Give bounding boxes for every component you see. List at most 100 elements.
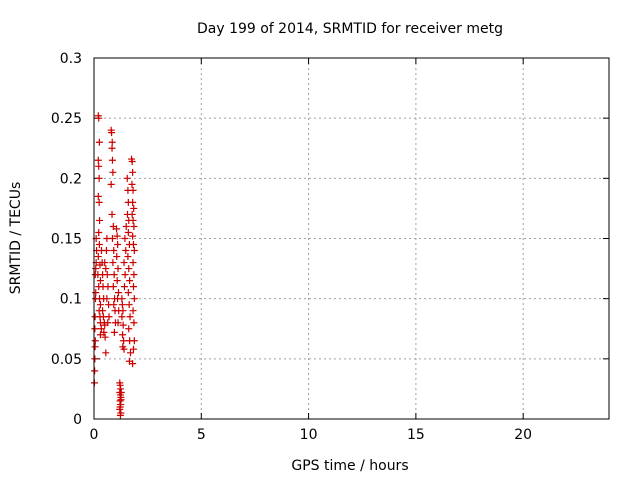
y-tick-label: 0.1: [60, 292, 82, 308]
data-point: [94, 192, 102, 200]
data-point: [108, 156, 116, 164]
data-point: [113, 232, 121, 240]
data-point: [129, 186, 137, 194]
data-point: [101, 259, 109, 267]
data-point: [113, 225, 121, 233]
data-point: [129, 259, 137, 267]
data-point: [129, 168, 137, 176]
data-point: [119, 331, 127, 339]
data-point: [99, 307, 107, 315]
data-point: [92, 265, 100, 273]
data-point: [121, 271, 129, 279]
y-tick-label: 0: [73, 412, 82, 428]
data-point: [129, 307, 137, 315]
data-point: [118, 313, 126, 321]
x-tick-label: 15: [407, 427, 425, 443]
data-point: [121, 235, 129, 242]
data-point: [125, 301, 133, 309]
data-point: [108, 210, 116, 218]
data-point: [128, 157, 136, 165]
point-layer: [90, 112, 138, 419]
data-point: [114, 319, 122, 327]
data-point: [100, 328, 108, 336]
data-point: [108, 138, 116, 146]
data-point: [130, 222, 138, 230]
data-point: [110, 271, 118, 279]
data-point: [126, 277, 134, 285]
x-tick-label: 10: [300, 427, 318, 443]
data-point: [130, 271, 138, 279]
data-point: [102, 265, 110, 273]
data-point: [101, 333, 109, 341]
data-point: [109, 259, 117, 267]
data-point: [108, 144, 116, 152]
data-point: [123, 174, 131, 182]
data-point: [126, 313, 134, 321]
data-point: [110, 328, 118, 336]
data-point: [96, 216, 104, 224]
data-point: [107, 180, 115, 188]
data-point: [130, 204, 138, 212]
y-tick-label: 0.2: [60, 171, 82, 187]
data-point: [117, 385, 125, 393]
data-point: [92, 289, 100, 297]
data-point: [129, 345, 137, 353]
data-point: [91, 325, 99, 333]
data-point: [124, 253, 132, 261]
data-point: [105, 313, 113, 321]
data-point: [103, 295, 111, 303]
data-point: [128, 180, 136, 188]
data-point: [96, 277, 104, 285]
data-point: [109, 168, 117, 176]
data-point: [95, 241, 103, 249]
data-point: [124, 228, 132, 236]
data-point: [91, 337, 99, 345]
data-point: [108, 235, 116, 242]
data-point: [125, 325, 133, 333]
data-point: [91, 355, 99, 363]
data-point: [120, 283, 128, 291]
data-point: [129, 241, 137, 249]
data-point: [119, 307, 127, 315]
data-point: [104, 319, 112, 327]
data-point: [91, 367, 99, 375]
data-point: [116, 411, 124, 419]
data-point: [113, 253, 121, 261]
plot-frame: [93, 57, 610, 420]
grid-layer: [94, 58, 609, 419]
data-point: [109, 283, 117, 291]
data-point: [120, 259, 128, 267]
data-point: [97, 325, 105, 333]
data-point: [113, 277, 121, 285]
data-point: [102, 349, 110, 357]
data-point: [95, 174, 103, 182]
data-point: [91, 343, 99, 351]
data-point: [102, 247, 110, 255]
data-point: [122, 222, 130, 230]
x-axis-label: GPS time / hours: [291, 458, 408, 474]
data-point: [120, 337, 128, 345]
x-tick-label: 0: [90, 427, 99, 443]
data-point: [129, 360, 137, 368]
y-tick-label: 0.25: [51, 111, 82, 127]
data-point: [95, 228, 103, 236]
data-point: [110, 247, 118, 255]
data-point: [110, 301, 118, 309]
data-point: [103, 271, 111, 279]
data-point: [117, 396, 125, 404]
data-point: [128, 210, 136, 218]
y-axis-label: SRMTID / TECUs: [8, 182, 24, 295]
data-point: [118, 295, 126, 303]
y-tick-label: 0.15: [51, 232, 82, 248]
data-point: [130, 319, 138, 327]
data-point: [130, 337, 138, 345]
tick-layer: 0 5 10 15 20 0 0.05 0.1 0.15 0.2 0.25 0.3: [51, 51, 609, 443]
data-point: [116, 405, 124, 413]
data-point: [95, 162, 103, 170]
data-point: [129, 198, 137, 206]
x-tick-label: 20: [514, 427, 532, 443]
data-point: [122, 247, 130, 255]
data-point: [95, 198, 103, 206]
